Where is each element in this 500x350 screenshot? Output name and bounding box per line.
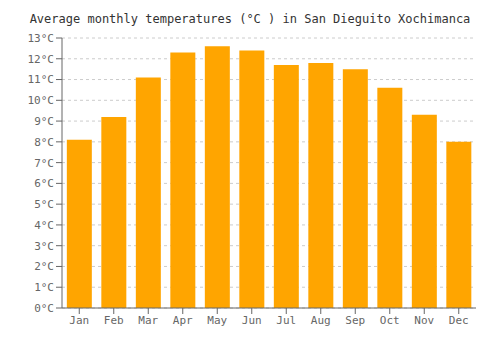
svg-text:7°C: 7°C: [34, 157, 54, 170]
svg-text:May: May: [207, 314, 227, 327]
svg-text:3°C: 3°C: [34, 240, 54, 253]
svg-text:1°C: 1°C: [34, 281, 54, 294]
svg-text:Oct: Oct: [380, 314, 400, 327]
svg-text:13°C: 13°C: [28, 32, 55, 45]
svg-text:Apr: Apr: [173, 314, 193, 327]
svg-text:Nov: Nov: [414, 314, 434, 327]
svg-text:4°C: 4°C: [34, 219, 54, 232]
svg-text:5°C: 5°C: [34, 198, 54, 211]
svg-text:11°C: 11°C: [28, 73, 55, 86]
svg-text:9°C: 9°C: [34, 115, 54, 128]
svg-text:Aug: Aug: [311, 314, 331, 327]
svg-text:Jan: Jan: [69, 314, 89, 327]
svg-text:Mar: Mar: [138, 314, 158, 327]
svg-text:0°C: 0°C: [34, 302, 54, 315]
html-text:Average monthly temperatures (: Average monthly temperatures (°C ) in Sa…: [29, 12, 471, 26]
svg-text:10°C: 10°C: [28, 94, 55, 107]
svg-text:Jun: Jun: [242, 314, 262, 327]
svg-text:Sep: Sep: [345, 314, 365, 327]
svg-text:Jul: Jul: [276, 314, 296, 327]
svg-text:Feb: Feb: [104, 314, 124, 327]
svg-text:12°C: 12°C: [28, 53, 55, 66]
svg-text:2°C: 2°C: [34, 260, 54, 273]
svg-text:6°C: 6°C: [34, 177, 54, 190]
svg-text:Dec: Dec: [449, 314, 469, 327]
svg-text:8°C: 8°C: [34, 136, 54, 149]
